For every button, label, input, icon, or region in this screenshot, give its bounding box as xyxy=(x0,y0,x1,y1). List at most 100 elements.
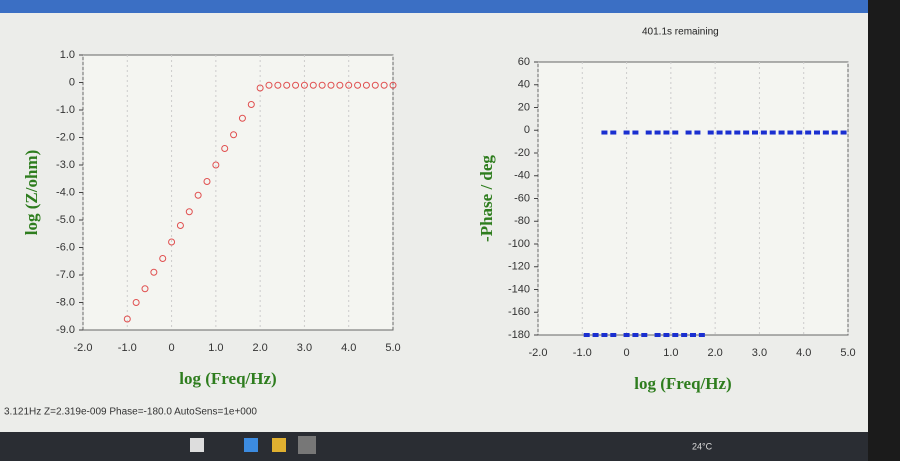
plot-area xyxy=(82,54,394,331)
x-tick-label: 1.0 xyxy=(208,342,223,354)
y-tick-label: 1.0 xyxy=(60,49,75,61)
data-point xyxy=(380,81,388,89)
y-tick-label: 60 xyxy=(518,56,530,68)
y-tick-label: -5.0 xyxy=(56,214,75,226)
app-icon[interactable] xyxy=(298,436,316,454)
data-point xyxy=(274,81,282,89)
data-point xyxy=(247,101,255,108)
y-tick-label: 0 xyxy=(524,124,530,136)
data-point xyxy=(694,130,701,135)
data-point xyxy=(707,130,714,135)
x-tick-label: -1.0 xyxy=(118,342,137,354)
data-point xyxy=(283,81,291,89)
data-point xyxy=(778,130,785,135)
data-point xyxy=(212,161,220,169)
y-tick-label: -20 xyxy=(514,147,530,159)
data-point xyxy=(663,333,670,337)
x-tick-label: -2.0 xyxy=(74,342,93,354)
x-tick-label: -2.0 xyxy=(529,347,548,359)
start-icon[interactable] xyxy=(190,438,204,452)
data-point xyxy=(623,130,630,135)
y-tick-label: -140 xyxy=(508,283,530,295)
data-point xyxy=(203,178,211,185)
x-tick-label: 4.0 xyxy=(341,342,356,354)
data-point xyxy=(796,130,803,135)
explorer-icon[interactable] xyxy=(272,438,286,452)
title-bar xyxy=(0,0,868,13)
data-point xyxy=(698,333,705,337)
data-point xyxy=(159,255,167,262)
y-tick-label: -8.0 xyxy=(56,296,75,308)
y-tick-label: -160 xyxy=(508,306,530,318)
x-tick-label: 3.0 xyxy=(752,347,767,359)
data-point xyxy=(601,130,608,135)
data-point xyxy=(292,81,300,89)
data-point xyxy=(690,333,696,337)
status-line: 3.121Hz Z=2.319e-009 Phase=-180.0 AutoSe… xyxy=(4,407,257,418)
data-point xyxy=(654,130,661,135)
data-point xyxy=(663,130,670,135)
edge-icon[interactable] xyxy=(244,438,258,452)
data-point xyxy=(725,130,732,135)
data-point xyxy=(805,130,812,135)
taskbar xyxy=(0,432,868,461)
data-point xyxy=(389,81,397,89)
data-point xyxy=(632,130,639,135)
data-point xyxy=(623,333,630,337)
x-tick-label: -1.0 xyxy=(573,347,592,359)
data-point xyxy=(194,191,202,199)
screen: 401.1s remaining 3.121Hz Z=2.319e-009 Ph… xyxy=(0,0,868,432)
data-point xyxy=(743,130,750,135)
data-point xyxy=(645,130,652,135)
data-point xyxy=(150,268,158,276)
y-tick-label: -2.0 xyxy=(56,131,75,143)
y-tick-label: -40 xyxy=(514,170,530,182)
y-tick-label: 20 xyxy=(518,101,530,113)
data-point xyxy=(822,130,829,135)
data-point xyxy=(681,333,688,337)
x-tick-label: 0 xyxy=(624,347,630,359)
y-tick-label: -1.0 xyxy=(56,104,75,116)
data-point xyxy=(814,130,820,135)
data-point xyxy=(592,333,599,337)
temperature: 24°C xyxy=(692,441,713,451)
data-point xyxy=(831,130,838,135)
y-axis-label: log (Z/ohm) xyxy=(22,150,41,235)
x-tick-label: 2.0 xyxy=(707,347,722,359)
data-point xyxy=(354,81,362,89)
data-point xyxy=(132,299,140,306)
x-tick-label: 1.0 xyxy=(663,347,678,359)
y-tick-label: -9.0 xyxy=(56,324,75,336)
data-point xyxy=(601,333,608,337)
y-tick-label: 0 xyxy=(69,76,75,88)
x-axis-label: log (Freq/Hz) xyxy=(179,369,276,388)
y-tick-label: -100 xyxy=(508,238,530,250)
y-tick-label: -80 xyxy=(514,215,530,227)
x-tick-label: 3.0 xyxy=(297,342,312,354)
data-point xyxy=(168,238,176,246)
data-point xyxy=(185,208,193,216)
x-tick-label: 5.0 xyxy=(385,342,400,354)
y-tick-label: -3.0 xyxy=(56,159,75,171)
data-point xyxy=(318,81,326,89)
x-tick-label: 4.0 xyxy=(796,347,811,359)
data-point xyxy=(309,81,317,89)
remaining-time: 401.1s remaining xyxy=(642,27,719,38)
data-point xyxy=(769,130,776,135)
data-point xyxy=(336,81,344,89)
y-tick-label: -60 xyxy=(514,192,530,204)
data-point xyxy=(221,145,229,152)
data-point xyxy=(610,130,617,135)
data-point xyxy=(345,81,353,89)
y-tick-label: -180 xyxy=(508,329,530,341)
data-point xyxy=(230,131,238,139)
data-point xyxy=(256,84,264,92)
data-point xyxy=(327,81,335,89)
data-point xyxy=(685,130,692,135)
y-tick-label: -6.0 xyxy=(56,241,75,253)
y-tick-label: 40 xyxy=(518,79,530,91)
data-point xyxy=(672,130,679,135)
chart-canvas: 401.1s remaining 3.121Hz Z=2.319e-009 Ph… xyxy=(0,0,868,418)
x-tick-label: 2.0 xyxy=(252,342,267,354)
